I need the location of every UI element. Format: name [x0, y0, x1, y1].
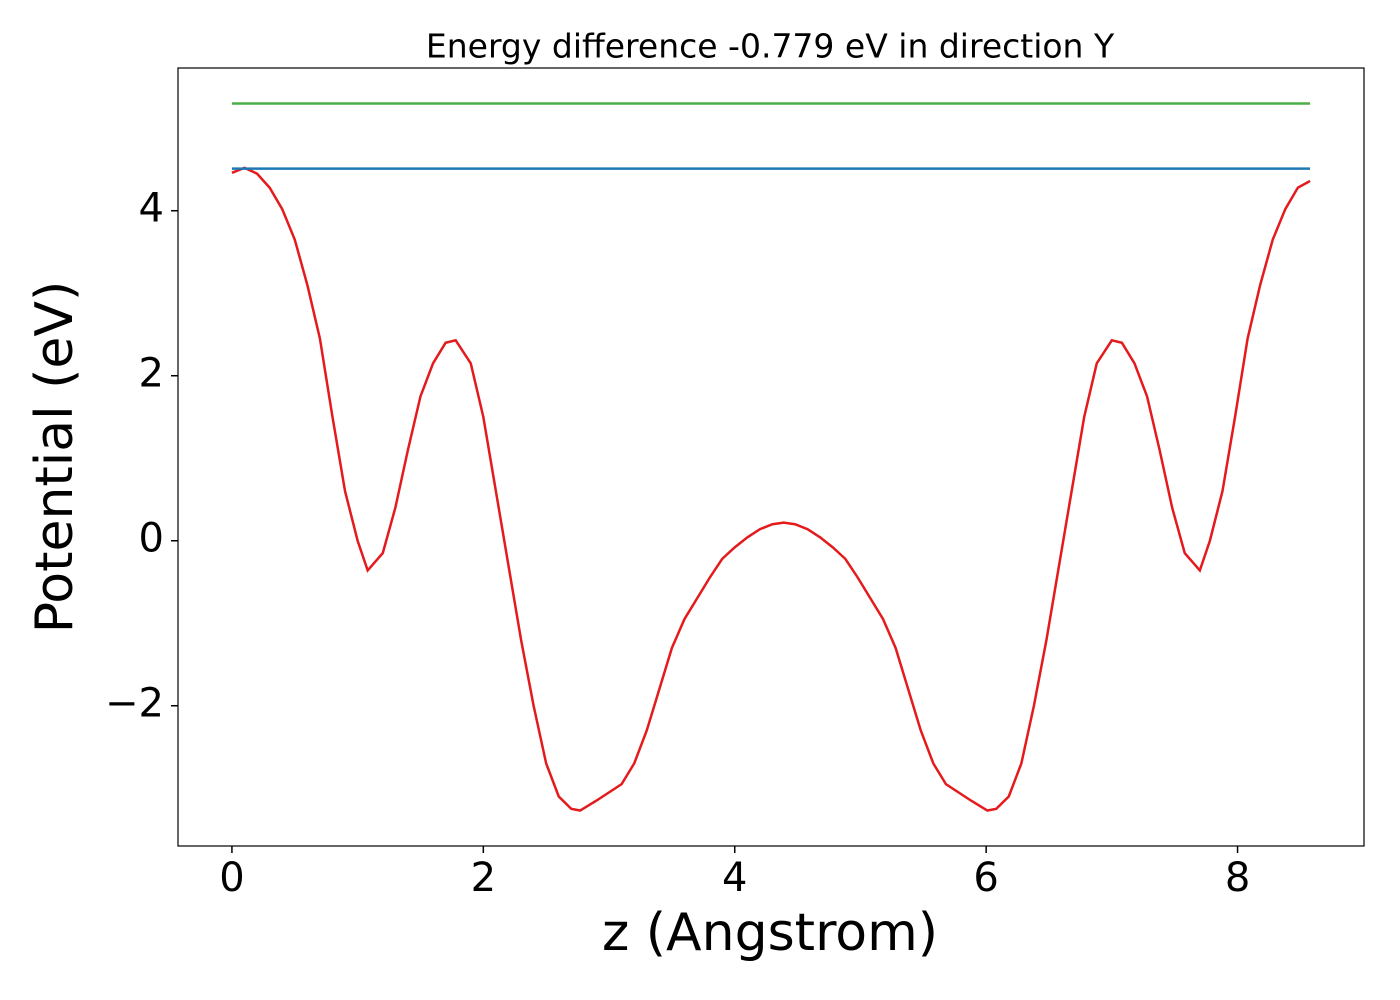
x-tick-label: 2: [471, 855, 496, 901]
x-tick-label: 0: [219, 855, 244, 901]
plot-frame: [177, 67, 1365, 847]
y-axis-label: Potential (eV): [25, 281, 85, 633]
y-tick-label: −2: [105, 681, 164, 727]
x-tick-label: 4: [722, 855, 747, 901]
x-tick-label: 6: [973, 855, 998, 901]
x-axis-label: z (Angstrom): [602, 903, 938, 963]
y-tick-label: 0: [139, 516, 164, 562]
line-series: [231, 166, 1311, 812]
y-tick-label: 2: [139, 351, 164, 397]
x-tick-label: 8: [1225, 855, 1250, 901]
y-tick-label: 4: [139, 186, 164, 232]
chart-title: Energy difference -0.779 eV in direction…: [426, 27, 1115, 66]
